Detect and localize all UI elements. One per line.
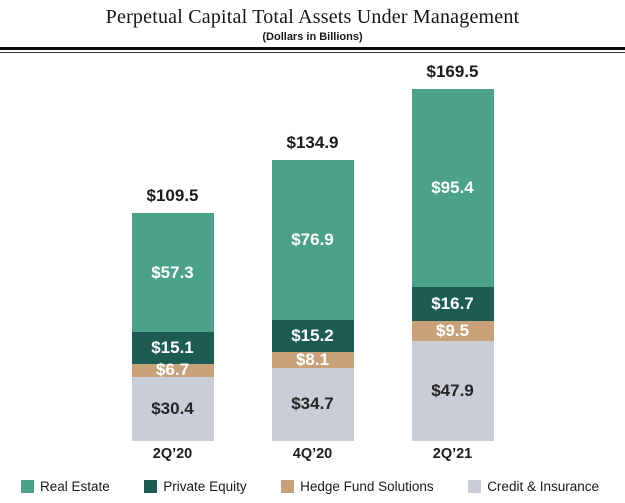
legend-swatch-icon xyxy=(21,479,34,493)
legend-item-hedge-fund-solutions: Hedge Fund Solutions xyxy=(281,479,434,494)
bar-stack: $76.9 $15.2 $8.1 $34.7 xyxy=(271,160,354,441)
legend-label: Hedge Fund Solutions xyxy=(300,478,434,494)
bar-segment-credit-insurance: $30.4 xyxy=(131,377,214,441)
legend-swatch-icon xyxy=(281,479,295,493)
legend-label: Private Equity xyxy=(163,478,247,494)
bar-stack: $57.3 $15.1 $6.7 $30.4 xyxy=(131,213,214,441)
bars-row: $109.5 $57.3 $15.1 $6.7 $30.4 $134.9 $76.9 $15.… xyxy=(0,53,625,441)
bar-segment-private-equity: $15.1 xyxy=(131,332,214,364)
bar-segment-real-estate: $57.3 xyxy=(131,213,214,333)
x-axis-ticks: 2Q’20 4Q’20 2Q’21 xyxy=(0,446,625,462)
bar-segment-hedge-fund-solutions: $9.5 xyxy=(411,321,494,341)
x-tick-label: 2Q’21 xyxy=(432,445,473,462)
chart-subtitle: (Dollars in Billions) xyxy=(262,31,363,43)
bar-segment-real-estate: $76.9 xyxy=(271,160,354,321)
legend-label: Credit & Insurance xyxy=(487,478,599,494)
legend-swatch-icon xyxy=(468,479,482,493)
bar-segment-credit-insurance: $34.7 xyxy=(271,368,354,441)
bar-total-label: $134.9 xyxy=(286,133,339,153)
header-rule-thin xyxy=(0,51,625,53)
chart-title: Perpetual Capital Total Assets Under Man… xyxy=(105,6,520,28)
bar-stack: $95.4 $16.7 $9.5 $47.9 xyxy=(411,88,494,441)
legend-item-credit-insurance: Credit & Insurance xyxy=(468,479,599,494)
bar-total-label: $169.5 xyxy=(426,61,479,81)
legend-item-real-estate: Real Estate xyxy=(21,479,110,494)
bar-column-2q-21: $169.5 $95.4 $16.7 $9.5 $47.9 xyxy=(411,61,494,441)
bar-column-4q-20: $134.9 $76.9 $15.2 $8.1 $34.7 xyxy=(271,133,354,441)
bar-segment-private-equity: $16.7 xyxy=(411,286,494,322)
bar-segment-hedge-fund-solutions: $8.1 xyxy=(271,350,354,369)
bar-total-label: $109.5 xyxy=(146,186,199,206)
bar-column-2q-20: $109.5 $57.3 $15.1 $6.7 $30.4 xyxy=(131,186,214,441)
x-tick-label: 2Q’20 xyxy=(152,445,193,462)
bar-segment-private-equity: $15.2 xyxy=(271,320,354,352)
header-rule-thick xyxy=(0,47,625,50)
legend-swatch-icon xyxy=(144,479,158,493)
legend-label: Real Estate xyxy=(40,478,110,494)
legend: Real Estate Private Equity Hedge Fund Solu… xyxy=(0,479,625,494)
bar-segment-credit-insurance: $47.9 xyxy=(411,341,494,441)
x-tick-label: 4Q’20 xyxy=(292,445,333,462)
legend-item-private-equity: Private Equity xyxy=(144,478,247,494)
bar-segment-real-estate: $95.4 xyxy=(411,88,494,287)
bar-segment-hedge-fund-solutions: $6.7 xyxy=(131,360,214,379)
